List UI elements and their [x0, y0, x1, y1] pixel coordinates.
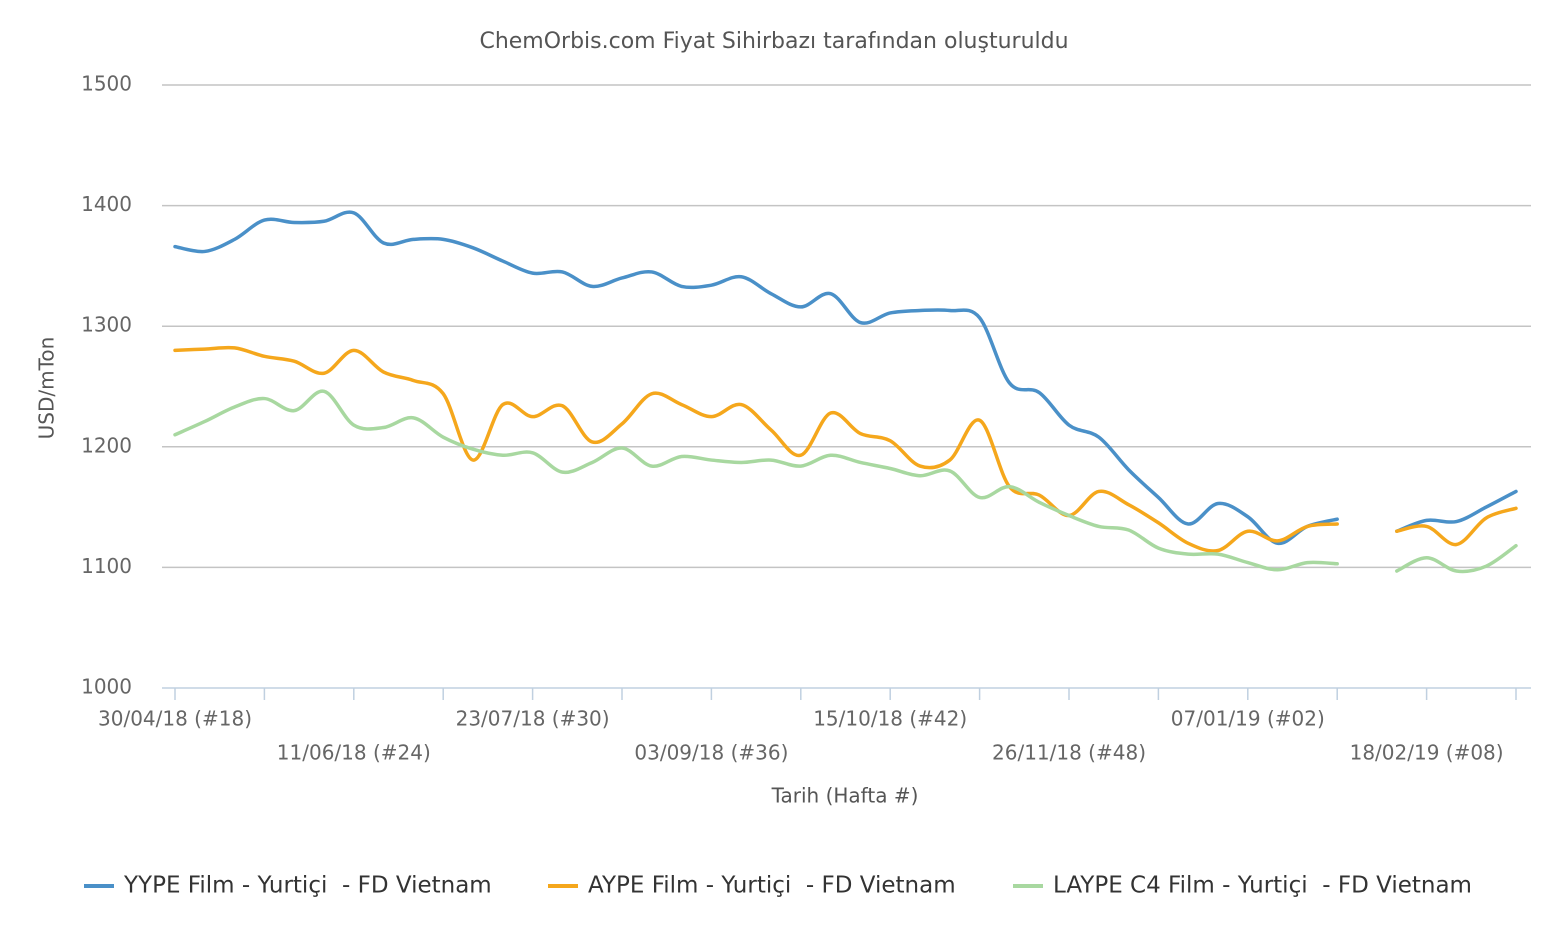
x-tick-label: 15/10/18 (#42)	[813, 707, 967, 731]
y-axis-label: USD/mTon	[35, 337, 59, 440]
chart-title: ChemOrbis.com Fiyat Sihirbazı tarafından…	[479, 29, 1068, 54]
series-line	[1395, 506, 1518, 547]
x-tick-label: 18/02/19 (#08)	[1350, 741, 1504, 765]
y-tick-label: 1100	[81, 554, 132, 578]
y-tick-label: 1000	[81, 675, 132, 699]
y-tick-label: 1200	[81, 433, 132, 457]
legend-label: AYPE Film - Yurtiçi - FD Vietnam	[588, 873, 956, 899]
series-line	[173, 210, 1339, 546]
x-tick-label: 03/09/18 (#36)	[634, 741, 788, 765]
series-line	[173, 389, 1339, 572]
legend-label: YYPE Film - Yurtiçi - FD Vietnam	[123, 873, 492, 899]
series-line	[173, 345, 1339, 553]
legend-label: LAYPE C4 Film - Yurtiçi - FD Vietnam	[1053, 873, 1472, 899]
x-tick-label: 07/01/19 (#02)	[1171, 707, 1325, 731]
x-tick-label: 23/07/18 (#30)	[456, 707, 610, 731]
y-tick-label: 1400	[81, 192, 132, 216]
series-line	[1395, 543, 1518, 574]
x-axis-label: Tarih (Hafta #)	[771, 784, 919, 808]
y-tick-label: 1500	[81, 72, 132, 96]
x-tick-label: 11/06/18 (#24)	[277, 741, 431, 765]
series-line	[1395, 489, 1518, 533]
y-tick-label: 1300	[81, 313, 132, 337]
x-tick-label: 30/04/18 (#18)	[98, 707, 252, 731]
x-tick-label: 26/11/18 (#48)	[992, 741, 1146, 765]
